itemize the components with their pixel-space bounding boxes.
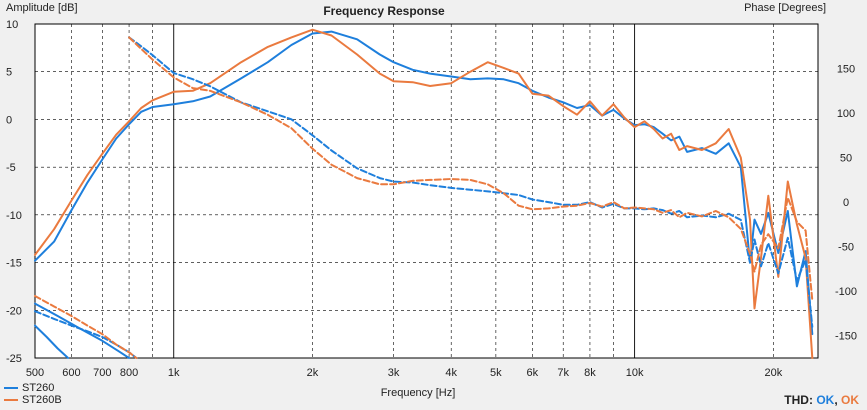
legend-item-st260: ST260 bbox=[4, 382, 62, 394]
thd-label: THD: bbox=[784, 393, 813, 407]
y-left-tick-label: -15 bbox=[6, 258, 22, 270]
x-axis-label: Frequency [Hz] bbox=[381, 387, 456, 399]
legend: ST260 ST260B bbox=[4, 382, 62, 406]
plot-area bbox=[34, 23, 819, 359]
x-tick-label: 6k bbox=[527, 367, 539, 379]
legend-swatch-st260 bbox=[4, 387, 18, 389]
x-tick-label: 7k bbox=[557, 367, 569, 379]
x-tick-label: 3k bbox=[388, 367, 400, 379]
series-line-st260-amplitude-solid bbox=[34, 302, 131, 359]
y-right-tick-label: 0 bbox=[843, 197, 849, 209]
series-line-st260-amplitude-solid bbox=[34, 30, 814, 336]
series-line-st260-amplitude-solid bbox=[34, 324, 70, 359]
thd-separator: , bbox=[834, 393, 838, 407]
legend-label-st260: ST260 bbox=[22, 382, 55, 394]
y-right-tick-label: -50 bbox=[838, 242, 854, 254]
y-left-tick-label: -10 bbox=[6, 210, 22, 222]
tick-labels: 500 600 700 800 1k 2k 3k 4k 5k 6k 7k 8k 10k 20k1050-5… bbox=[6, 19, 857, 379]
y-right-tick-label: 50 bbox=[840, 153, 852, 165]
y-right-tick-label: -100 bbox=[835, 286, 857, 298]
x-tick-label: 4k bbox=[445, 367, 457, 379]
y-left-axis-label: Amplitude [dB] bbox=[6, 2, 78, 14]
chart-title: Frequency Response bbox=[323, 4, 445, 18]
x-tick-label: 5k bbox=[490, 367, 502, 379]
y-left-tick-label: 0 bbox=[6, 114, 12, 126]
thd-ok-2: OK bbox=[841, 393, 859, 407]
x-tick-label: 500 bbox=[26, 367, 44, 379]
x-tick-label: 1k bbox=[168, 367, 180, 379]
y-right-tick-label: 100 bbox=[837, 108, 855, 120]
thd-ok-1: OK bbox=[816, 393, 835, 407]
y-right-tick-label: 150 bbox=[837, 64, 855, 76]
y-left-tick-label: 5 bbox=[6, 67, 12, 79]
series-line-st260b-phase-dashed bbox=[128, 36, 814, 302]
y-left-tick-label: -20 bbox=[6, 305, 22, 317]
x-tick-label: 10k bbox=[626, 367, 644, 379]
y-left-tick-label: 10 bbox=[6, 19, 18, 31]
y-left-tick-label: -25 bbox=[6, 353, 22, 365]
y-right-tick-label: -150 bbox=[835, 331, 857, 343]
y-left-tick-label: -5 bbox=[6, 162, 16, 174]
x-tick-label: 20k bbox=[764, 367, 782, 379]
x-tick-label: 700 bbox=[93, 367, 111, 379]
series-line-st260b-amplitude-solid bbox=[34, 28, 814, 359]
x-tick-label: 600 bbox=[62, 367, 80, 379]
x-tick-label: 8k bbox=[584, 367, 596, 379]
legend-label-st260b: ST260B bbox=[22, 394, 62, 406]
legend-swatch-st260b bbox=[4, 399, 18, 401]
series-line-st260b-amplitude-dashed bbox=[34, 295, 138, 359]
legend-item-st260b: ST260B bbox=[4, 394, 62, 406]
x-tick-label: 2k bbox=[307, 367, 319, 379]
thd-status: THD: OK, OK bbox=[784, 393, 859, 407]
series-layer bbox=[34, 28, 814, 359]
y-right-axis-label: Phase [Degrees] bbox=[744, 2, 826, 14]
x-tick-label: 800 bbox=[120, 367, 138, 379]
